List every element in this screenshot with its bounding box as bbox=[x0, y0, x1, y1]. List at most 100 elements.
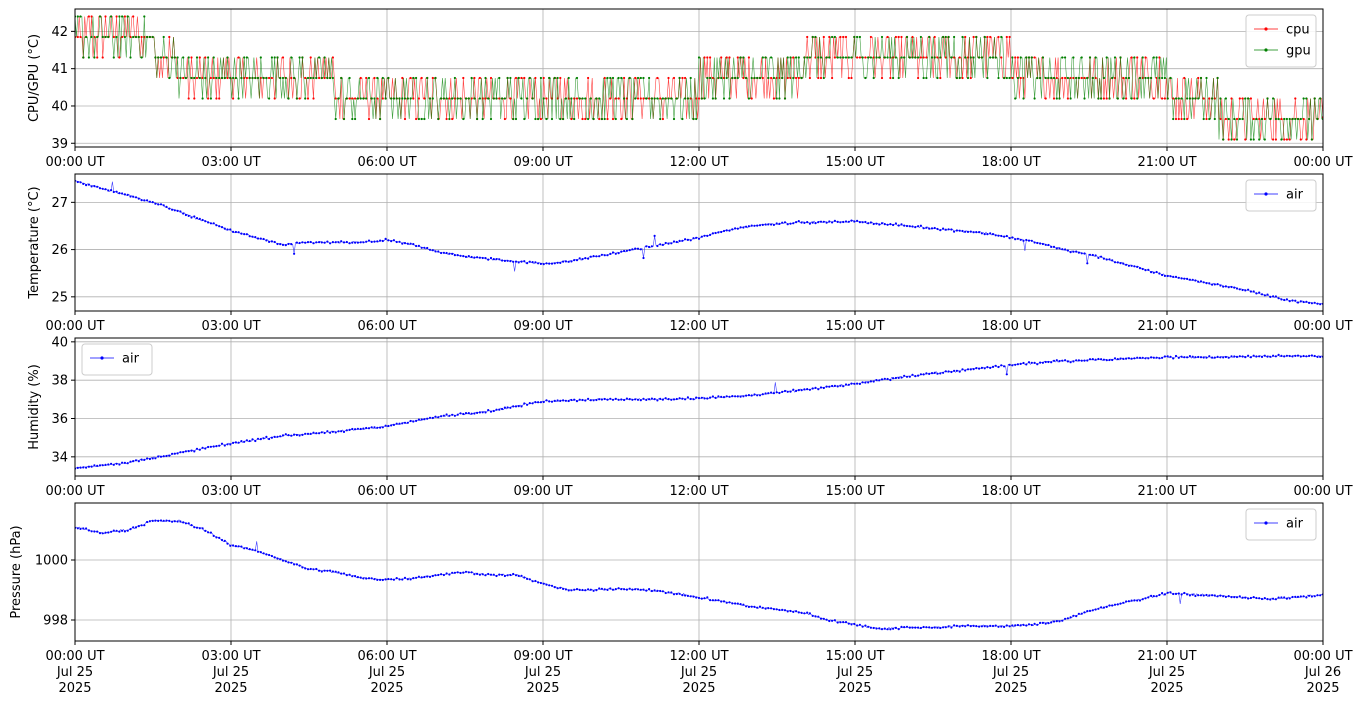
data-point bbox=[1258, 117, 1261, 121]
data-point bbox=[933, 626, 936, 629]
data-point bbox=[831, 619, 834, 622]
data-point bbox=[293, 76, 296, 80]
data-point bbox=[1061, 56, 1064, 59]
data-point bbox=[942, 626, 945, 629]
data-point bbox=[406, 242, 409, 245]
data-point bbox=[448, 252, 451, 255]
data-point bbox=[1052, 97, 1056, 100]
data-point bbox=[1186, 277, 1189, 280]
y-axis-label: CPU/GPU (°C) bbox=[27, 34, 42, 122]
data-point bbox=[1280, 117, 1283, 121]
data-point bbox=[104, 463, 107, 466]
data-point bbox=[1016, 237, 1020, 240]
data-point bbox=[1119, 602, 1122, 605]
data-point bbox=[354, 575, 357, 578]
data-point bbox=[684, 594, 687, 597]
data-point bbox=[165, 519, 168, 522]
x-tick-sublabel: 2025 bbox=[214, 681, 247, 696]
data-point bbox=[331, 56, 334, 59]
data-point bbox=[642, 588, 645, 591]
data-point bbox=[961, 624, 964, 628]
data-point bbox=[806, 35, 809, 39]
data-point bbox=[573, 398, 576, 401]
data-point bbox=[1100, 255, 1103, 258]
data-point bbox=[464, 255, 468, 258]
data-point bbox=[886, 223, 889, 226]
data-point bbox=[747, 605, 751, 609]
data-point bbox=[889, 223, 892, 226]
data-point bbox=[1224, 117, 1227, 121]
data-point bbox=[966, 76, 970, 80]
data-point bbox=[928, 227, 931, 230]
data-point bbox=[983, 35, 986, 39]
data-point bbox=[1044, 76, 1047, 80]
data-point bbox=[1005, 373, 1008, 376]
data-point bbox=[933, 56, 936, 59]
data-point bbox=[728, 601, 731, 604]
data-point bbox=[1039, 242, 1042, 245]
data-point bbox=[783, 97, 787, 100]
data-point bbox=[478, 411, 481, 414]
data-point bbox=[93, 464, 96, 467]
data-point bbox=[76, 180, 79, 184]
data-point bbox=[367, 577, 371, 580]
data-point bbox=[1255, 596, 1258, 600]
data-point bbox=[470, 571, 473, 574]
data-point bbox=[501, 97, 504, 100]
data-point bbox=[606, 398, 609, 401]
data-point bbox=[539, 581, 543, 585]
data-point bbox=[942, 371, 945, 374]
data-point bbox=[387, 76, 390, 80]
data-point bbox=[115, 190, 118, 193]
data-point bbox=[603, 588, 606, 591]
x-tick-sublabel: 2025 bbox=[994, 681, 1027, 696]
data-point bbox=[392, 97, 395, 100]
data-point bbox=[947, 228, 950, 231]
data-point bbox=[1249, 290, 1252, 293]
data-point bbox=[1080, 612, 1083, 615]
data-point bbox=[409, 97, 412, 100]
data-point bbox=[889, 76, 892, 80]
data-point bbox=[584, 589, 587, 592]
data-point bbox=[905, 375, 909, 378]
data-point bbox=[897, 628, 900, 631]
data-point bbox=[875, 627, 878, 630]
data-point bbox=[661, 97, 665, 100]
data-point bbox=[356, 576, 359, 579]
data-point bbox=[789, 390, 792, 393]
data-point bbox=[273, 97, 276, 100]
data-point bbox=[1283, 138, 1286, 141]
data-point bbox=[795, 610, 798, 613]
data-point bbox=[1144, 597, 1147, 600]
data-point bbox=[914, 375, 917, 378]
data-point bbox=[484, 411, 487, 414]
x-tick-label: 18:00 UT bbox=[981, 484, 1040, 499]
data-point bbox=[917, 76, 920, 80]
data-point bbox=[451, 413, 454, 416]
data-point bbox=[839, 56, 842, 59]
data-point bbox=[348, 242, 351, 245]
data-point bbox=[1283, 596, 1286, 599]
data-point bbox=[134, 526, 138, 529]
data-point bbox=[415, 76, 418, 80]
data-point bbox=[1058, 360, 1061, 363]
data-point bbox=[426, 76, 429, 80]
data-point bbox=[351, 97, 354, 100]
data-point bbox=[476, 572, 479, 576]
data-point bbox=[750, 224, 753, 227]
data-point bbox=[889, 628, 892, 631]
data-point bbox=[334, 241, 337, 244]
data-point bbox=[1166, 274, 1169, 278]
data-point bbox=[861, 381, 864, 384]
data-point bbox=[911, 56, 914, 59]
data-point bbox=[384, 97, 387, 100]
data-point bbox=[928, 372, 931, 375]
data-point bbox=[745, 605, 748, 608]
data-point bbox=[528, 260, 531, 263]
data-point bbox=[986, 366, 989, 369]
data-point bbox=[1072, 360, 1075, 363]
data-point bbox=[481, 117, 484, 121]
data-point bbox=[667, 76, 670, 80]
data-point bbox=[972, 624, 975, 628]
